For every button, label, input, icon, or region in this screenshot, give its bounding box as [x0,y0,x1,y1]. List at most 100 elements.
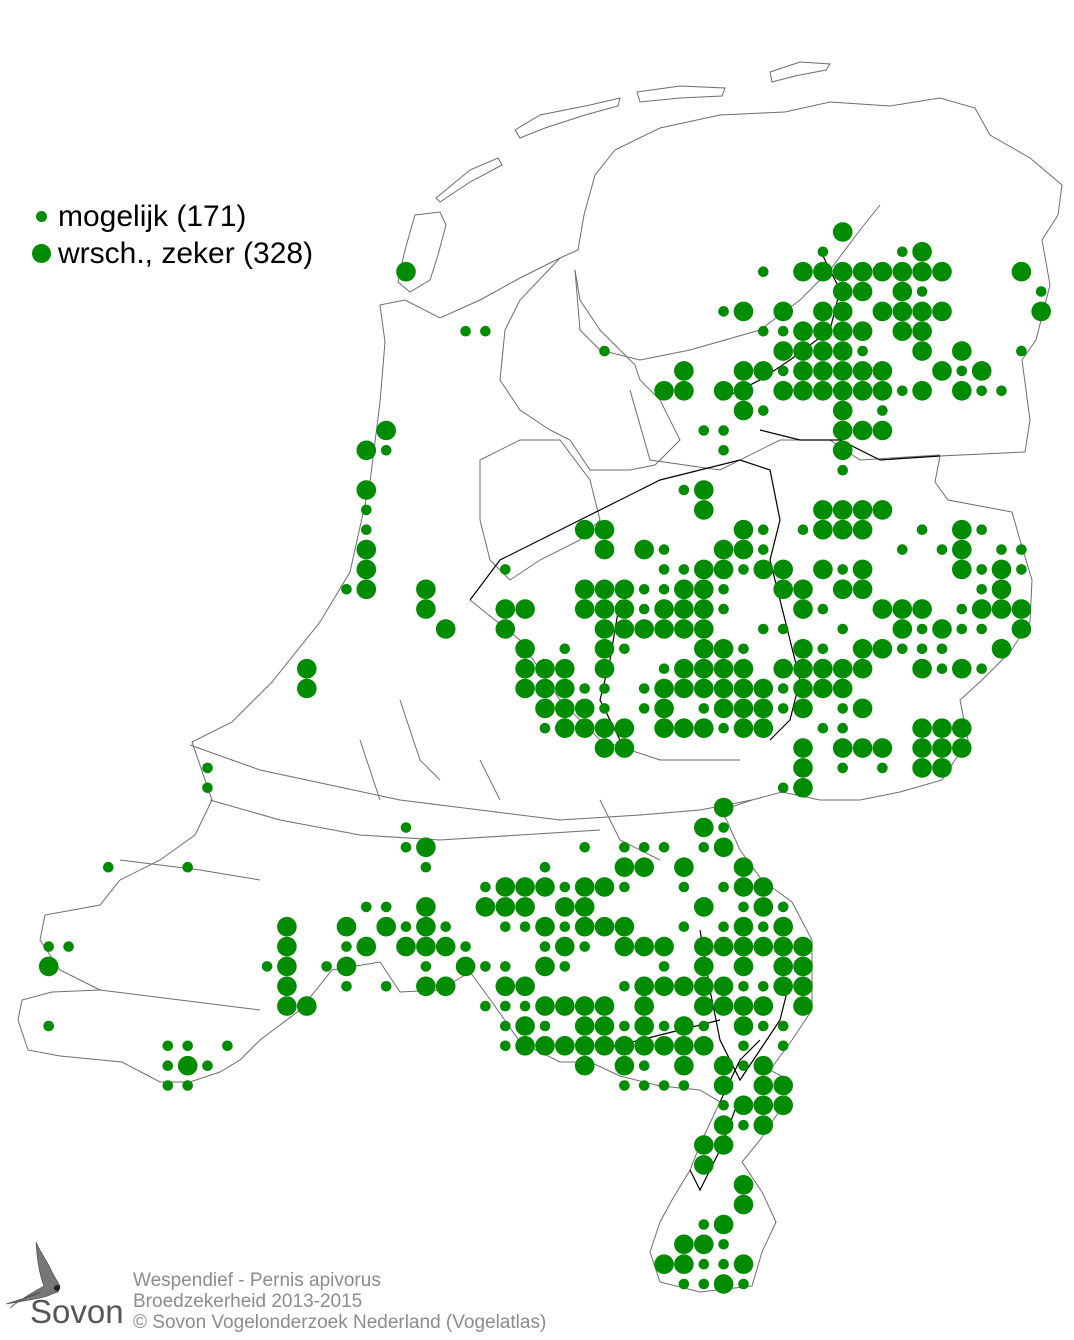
dot-possible [698,703,710,714]
dot-probable-certain [713,559,734,580]
dot-probable-certain [793,341,813,361]
dot-probable-certain [733,658,754,679]
dot-possible [638,584,650,595]
dot-probable-certain [356,936,377,957]
dot-probable-certain [733,996,754,1016]
dot-possible [519,1000,531,1012]
dot-possible [678,881,690,893]
dot-probable-certain [832,500,853,520]
dot-probable-certain [813,519,833,540]
dot-probable-certain [793,956,813,977]
dot-possible [182,1040,193,1052]
dot-probable-certain [713,837,734,858]
dot-possible [500,1040,511,1052]
dot-probable-certain [753,698,774,719]
dot-possible [182,861,193,873]
dot-possible [460,325,471,337]
dot-probable-certain [991,599,1012,619]
dot-possible [500,921,511,932]
dot-probable-certain [674,1234,694,1255]
dot-probable-certain [594,1036,615,1056]
dot-possible [321,961,332,972]
dot-probable-certain [852,579,873,600]
dot-probable-certain [713,698,734,719]
dot-possible [916,524,928,535]
dot-probable-certain [793,599,813,619]
dot-possible [698,425,710,436]
dot-probable-certain [654,976,674,997]
dot-probable-certain [535,916,555,937]
dot-possible [400,842,412,853]
dot-probable-certain [912,758,932,778]
dot-probable-certain [594,519,615,540]
dot-probable-certain [277,956,297,977]
dot-probable-certain [416,599,436,619]
dot-probable-certain [356,480,377,500]
dot-probable-certain [793,698,813,719]
dot-probable-certain [832,281,853,302]
dot-possible [797,524,809,535]
dot-probable-certain [991,559,1012,580]
dot-possible [43,941,54,952]
dot-possible [976,524,987,535]
dot-probable-certain [892,321,913,342]
dot-probable-certain [674,678,694,699]
dot-probable-certain [713,1075,734,1096]
dot-probable-certain [614,857,635,877]
dot-possible [539,722,551,734]
dot-probable-certain [694,1036,714,1056]
dot-possible [777,782,789,794]
dot-probable-certain [654,1254,674,1274]
dot-probable-certain [634,1016,654,1036]
dot-possible [718,822,729,833]
dot-possible [976,663,987,674]
dot-probable-certain [614,619,635,639]
dot-possible [400,822,412,833]
dot-possible [1016,564,1027,575]
dot-probable-certain [753,996,774,1016]
dot-probable-certain [832,519,853,540]
dot-probable-certain [1031,301,1051,322]
dot-probable-certain [952,559,972,580]
dot-possible [559,961,571,972]
dot-possible [976,584,987,595]
dot-probable-certain [852,639,873,659]
dot-probable-certain [832,678,853,699]
dot-probable-certain [813,321,833,342]
dot-probable-certain [912,341,932,361]
swallow-head [54,1285,60,1291]
dot-probable-certain [594,877,615,897]
dot-possible [658,1080,670,1091]
dot-probable-certain [634,976,654,997]
mainland [17,97,1063,1293]
dot-probable-certain [277,916,297,937]
dot-probable-certain [733,301,754,322]
dot-probable-certain [813,341,833,361]
dot-probable-certain [733,1016,754,1036]
dot-probable-certain [435,976,456,997]
dot-probable-certain [912,301,932,322]
dot-probable-certain [594,996,615,1016]
dot-possible [758,405,769,416]
dot-probable-certain [574,698,595,719]
small-dot-icon [35,211,47,222]
dot-probable-certain [515,599,535,619]
dot-possible [480,325,491,337]
dot-probable-certain [535,698,555,719]
dot-probable-certain [793,361,813,381]
dot-possible [658,663,670,674]
dot-probable-certain [38,956,59,977]
island-texel [397,211,447,293]
dot-probable-certain [654,381,674,401]
dot-probable-certain [634,857,654,877]
dot-probable-certain [694,579,714,600]
dot-probable-certain [912,599,932,619]
dot-possible [698,1278,710,1290]
dot-probable-certain [932,738,952,758]
dot-probable-certain [555,698,575,719]
dot-probable-certain [356,559,377,580]
dot-probable-certain [813,658,833,679]
dot-probable-certain [852,361,873,381]
dot-probable-certain [952,519,972,540]
dot-possible [638,703,650,714]
